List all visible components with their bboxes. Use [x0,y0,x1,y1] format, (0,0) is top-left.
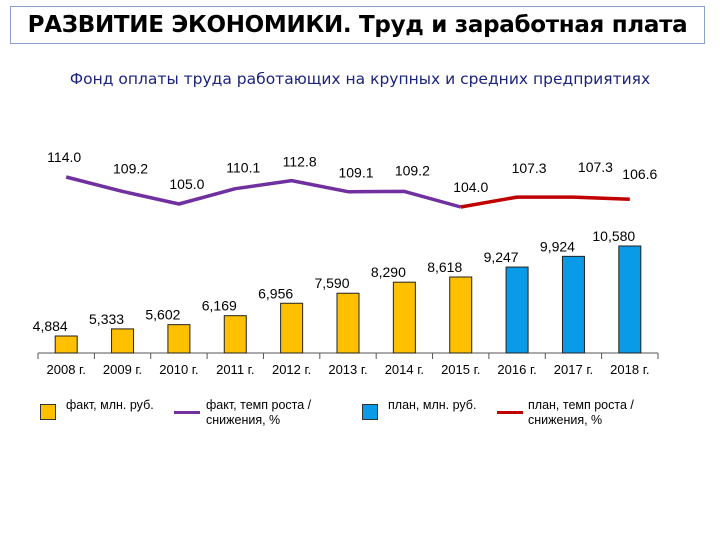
bar-fact [111,328,135,354]
bar-value-label: 8,290 [371,264,406,280]
x-tick-label: 2011 г. [216,362,254,377]
bar-plan [561,255,585,354]
title-box: РАЗВИТИЕ ЭКОНОМИКИ. Труд и заработная пл… [10,6,705,44]
bar-fact [449,276,473,354]
growth-value-label: 110.1 [226,160,260,176]
bar-value-label: 10,580 [592,228,635,244]
growth-value-label: 104.0 [453,179,488,195]
bar-value-label: 5,333 [89,311,124,327]
bar-fact [223,315,247,354]
growth-line-fact [65,175,462,209]
bar-value-label: 6,169 [202,298,237,314]
bar-value-label: 9,924 [540,238,575,254]
x-tick-label: 2008 г. [47,362,86,377]
chart-canvas: 4,884 5,333 5,602 6,169 6,956 7,590 8,290 8,618… [33,149,659,377]
growth-value-label: 105.0 [169,176,204,192]
bar-fact [392,281,416,354]
bar-value-label: 6,956 [258,285,293,301]
legend-label-plan-line: план, темп роста / снижения, % [528,398,634,427]
x-tick-label: 2012 г. [272,362,311,377]
growth-value-label: 109.2 [395,162,430,178]
bar-fact [167,324,191,354]
legend-swatch-fact-bar [40,404,56,420]
x-tick-label: 2010 г. [159,362,198,377]
bar-plan [618,245,642,354]
growth-value-label: 114.0 [47,149,81,165]
x-tick-label: 2014 г. [385,362,424,377]
page-title: РАЗВИТИЕ ЭКОНОМИКИ. Труд и заработная пл… [27,12,688,38]
bar-value-label: 7,590 [314,275,349,291]
x-tick-label: 2018 г. [610,362,649,377]
growth-value-label: 109.1 [338,165,373,181]
bar-value-label: 4,884 [33,318,68,334]
bar-fact [280,302,304,354]
bar-value-label: 5,602 [145,307,180,323]
growth-value-label: 107.3 [512,160,547,176]
x-tick-label: 2013 г. [328,362,367,377]
growth-value-label: 107.3 [578,159,613,175]
legend-label-plan-bar: план, млн. руб. [388,398,477,412]
bar-fact [54,335,78,354]
legend-label-fact-bar: факт, млн. руб. [66,398,154,412]
x-tick-label: 2015 г. [441,362,480,377]
legend-label-fact-line: факт, темп роста / снижения, % [206,398,312,427]
growth-line-plan [460,195,630,209]
bar-plan [505,266,529,354]
legend-swatch-plan-bar [362,404,378,420]
bar-value-label: 9,247 [484,249,519,265]
bar-fact [336,292,360,354]
growth-value-label: 112.8 [283,154,317,170]
growth-value-label: 106.6 [622,166,657,182]
legend-swatch-plan-line [497,411,523,414]
x-tick-label: 2016 г. [497,362,536,377]
chart-subtitle: Фонд оплаты труда работающих на крупных … [69,70,651,88]
bar-value-label: 8,618 [427,259,462,275]
x-tick-label: 2017 г. [554,362,593,377]
x-tick-label: 2009 г. [103,362,142,377]
growth-value-label: 109.2 [113,160,148,176]
legend-swatch-fact-line [174,411,200,414]
